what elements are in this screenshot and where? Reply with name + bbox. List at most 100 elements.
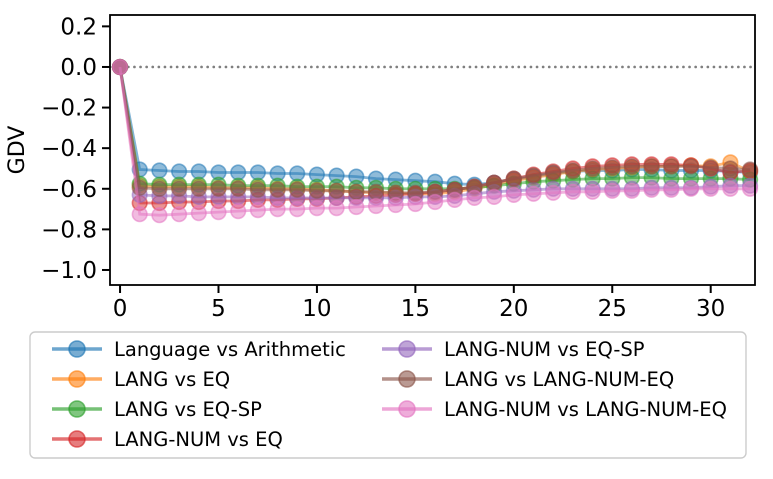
data-point [308, 182, 326, 199]
data-point [289, 201, 306, 218]
data-point [643, 158, 660, 175]
data-point [741, 161, 759, 178]
legend-marker-icon [68, 340, 86, 358]
legend-item [52, 400, 102, 418]
data-point [564, 183, 582, 200]
legend-label: LANG-NUM vs EQ-SP [444, 338, 645, 361]
legend-item [52, 340, 102, 358]
legend-item [52, 370, 102, 388]
data-point [722, 180, 739, 197]
data-point [584, 160, 601, 177]
data-point [348, 183, 365, 200]
data-point [230, 180, 247, 197]
y-tick-label: −0.2 [41, 96, 97, 122]
data-point [525, 185, 542, 202]
plot-spines [109, 14, 756, 286]
y-axis-label: GDV [5, 126, 30, 175]
legend [29, 331, 747, 459]
data-point [702, 180, 719, 197]
legend-box [29, 331, 747, 459]
data-point [210, 180, 227, 197]
series-lang-num-vs-lang-num-eq [111, 58, 759, 224]
data-point [269, 181, 286, 198]
data-point [131, 206, 148, 223]
data-point [328, 182, 345, 199]
legend-label: Language vs Arithmetic [114, 338, 346, 361]
legend-marker-icon [68, 370, 86, 388]
legend-label: LANG-NUM vs EQ [114, 428, 283, 451]
data-point [545, 184, 562, 201]
data-point [151, 207, 168, 224]
legend-label: LANG vs LANG-NUM-EQ [444, 368, 674, 391]
data-point [289, 181, 306, 198]
legend-label: LANG-NUM vs LANG-NUM-EQ [444, 398, 727, 421]
y-tick-label: 0.0 [60, 55, 97, 81]
data-point [151, 162, 168, 179]
data-point [663, 181, 680, 198]
data-point [249, 202, 266, 219]
data-point [604, 159, 621, 176]
legend-item [382, 370, 432, 388]
data-point [722, 160, 739, 177]
x-tick-label: 20 [499, 296, 528, 322]
data-point [584, 183, 601, 200]
series-lang-vs-lang-num-eq [111, 58, 759, 201]
data-point [486, 188, 503, 205]
data-point [407, 195, 424, 213]
data-point [151, 180, 168, 197]
data-point [682, 158, 700, 175]
data-point [545, 164, 562, 181]
legend-marker-icon [398, 400, 416, 418]
data-point [623, 158, 641, 175]
x-tick-label: 30 [696, 296, 725, 322]
data-point [328, 200, 345, 217]
data-point [663, 158, 680, 175]
data-point [367, 183, 385, 200]
y-tick-label: −1.0 [41, 258, 97, 284]
data-point [249, 181, 266, 198]
data-point [190, 180, 207, 197]
legend-marker-icon [398, 370, 416, 388]
legend-item [382, 340, 432, 358]
data-point [505, 170, 522, 187]
data-point [702, 159, 719, 176]
data-point [486, 174, 503, 191]
y-tick-label: −0.6 [41, 177, 97, 203]
legend-marker-icon [68, 430, 86, 448]
x-tick-label: 10 [302, 296, 331, 322]
data-point [171, 180, 188, 197]
data-point [387, 196, 404, 214]
y-tick-label: 0.2 [60, 14, 97, 40]
data-point [348, 198, 365, 216]
data-point [466, 189, 483, 206]
y-tick-label: −0.8 [41, 217, 97, 243]
data-point [682, 180, 700, 197]
data-point [525, 167, 542, 184]
y-tick-label: −0.4 [41, 136, 97, 162]
data-point [604, 182, 621, 199]
data-point [111, 58, 129, 76]
x-tick-label: 25 [598, 296, 627, 322]
legend-label: LANG vs EQ-SP [114, 398, 262, 421]
data-point [741, 180, 759, 197]
data-point [269, 201, 286, 218]
x-tick-label: 0 [113, 296, 128, 322]
data-point [446, 191, 463, 208]
data-point [427, 193, 444, 211]
data-point [210, 204, 227, 221]
legend-item [52, 430, 102, 448]
data-point [623, 182, 641, 199]
data-point [190, 205, 207, 222]
data-point [367, 197, 385, 215]
data-point [308, 200, 326, 217]
data-point [643, 181, 660, 198]
data-point [171, 206, 188, 223]
legend-item [382, 400, 432, 418]
legend-marker-icon [68, 400, 86, 418]
legend-marker-icon [398, 340, 416, 358]
data-point [505, 186, 522, 203]
x-tick-label: 15 [401, 296, 430, 322]
data-point [564, 162, 582, 179]
